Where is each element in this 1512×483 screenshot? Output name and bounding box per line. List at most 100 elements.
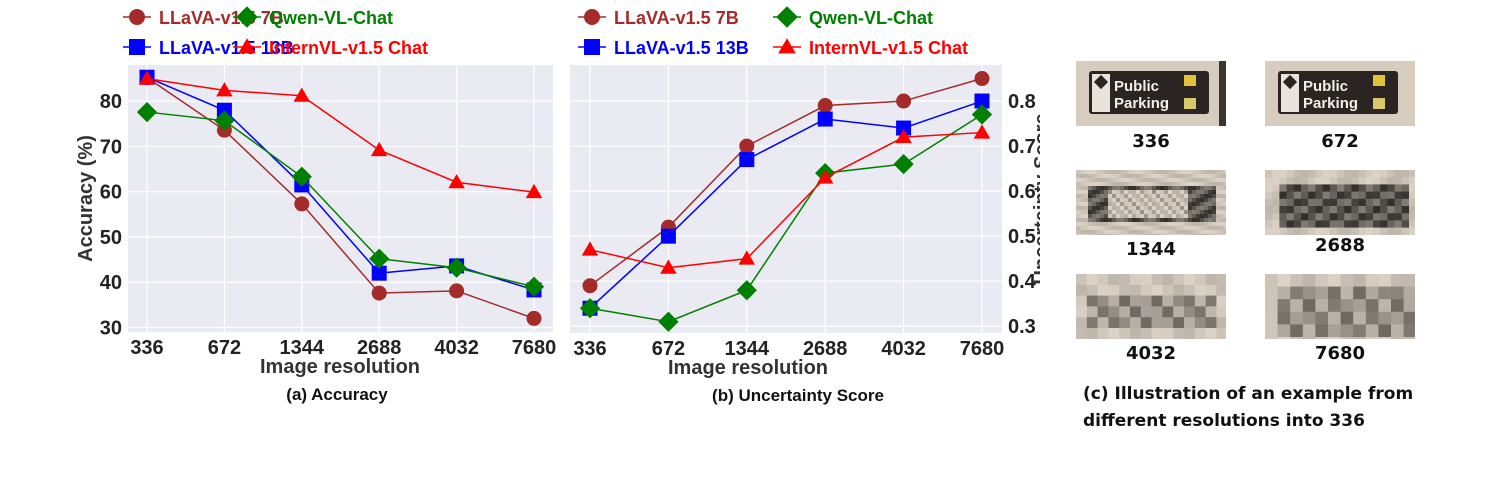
pixel-block — [1156, 218, 1161, 223]
pixel-block — [1176, 178, 1181, 183]
pixel-block — [1092, 202, 1097, 207]
pixel-block — [1196, 178, 1201, 183]
pixel-block — [1401, 198, 1410, 207]
series-qwen-vl-chat — [136, 101, 545, 297]
pixel-block — [1152, 178, 1157, 183]
pixel-block — [1196, 170, 1201, 175]
pixel-block — [1340, 286, 1354, 300]
pixel-block — [1168, 226, 1173, 231]
pixel-block — [1373, 177, 1381, 185]
pixel-block — [1387, 177, 1396, 185]
pixel-block — [1176, 222, 1181, 227]
data-point — [736, 280, 757, 301]
pixel-block — [1351, 170, 1360, 178]
pixel-block — [1308, 177, 1316, 185]
pixel-block — [1322, 170, 1331, 178]
subfigure-caption: (a) Accuracy — [286, 385, 388, 404]
legend-square-icon — [584, 39, 600, 55]
pixel-block — [1188, 230, 1193, 235]
pixel-block — [1136, 226, 1141, 231]
pixel-block — [1084, 174, 1089, 179]
pixel-block — [1337, 220, 1345, 229]
pixel-block — [1265, 227, 1273, 235]
pixel-block — [1144, 234, 1149, 235]
pixel-block — [1180, 230, 1185, 235]
pixel-block — [1194, 328, 1207, 339]
pixel-block — [1365, 191, 1374, 200]
legend-item: InternVL-v1.5 Chat — [233, 38, 428, 58]
pixel-block — [1409, 191, 1415, 200]
pixel-block — [1132, 230, 1137, 235]
pixel-block — [1076, 214, 1081, 219]
pixel-block — [1322, 227, 1331, 235]
pixel-block — [1365, 220, 1374, 229]
data-point — [738, 250, 756, 265]
pixel-block — [1080, 178, 1085, 183]
pixel-block — [1128, 178, 1133, 183]
y-tick-label: 0.4 — [1008, 271, 1037, 293]
pixel-block — [1328, 324, 1342, 338]
pixel-block — [1144, 214, 1149, 219]
data-point — [816, 169, 834, 184]
door-edge — [1219, 61, 1226, 126]
pixel-block — [1353, 299, 1367, 313]
pixel-block — [1365, 324, 1379, 338]
pixel-block — [1140, 202, 1145, 207]
pixel-block — [1080, 202, 1085, 207]
pixel-block — [1212, 174, 1217, 179]
pixel-block — [1180, 178, 1185, 183]
pixel-block — [1329, 213, 1338, 221]
pixel-block — [1120, 174, 1125, 179]
pixel-block — [1156, 206, 1161, 211]
pixel-block — [1100, 226, 1105, 231]
pixel-block — [1092, 174, 1097, 179]
pixel-block — [1373, 170, 1381, 178]
pixel-block — [1293, 191, 1302, 200]
pixel-block — [1120, 234, 1125, 235]
pixel-block — [1328, 286, 1342, 300]
pixel-block — [1128, 182, 1133, 187]
pixel-block — [1200, 202, 1205, 207]
pixel-block — [1315, 324, 1329, 338]
pixel-block — [1212, 194, 1217, 199]
pixel-block — [1100, 182, 1105, 187]
pixel-block — [1176, 206, 1181, 211]
pixel-block — [1204, 190, 1209, 195]
pixel-block — [1224, 182, 1226, 187]
pixel-block — [1140, 222, 1145, 227]
pixel-block — [1086, 328, 1099, 339]
pixel-block — [1152, 210, 1157, 215]
pixel-block — [1293, 170, 1302, 178]
pixel-block — [1092, 190, 1097, 195]
x-tick-label: 1344 — [725, 338, 770, 360]
pixel-block — [1394, 177, 1403, 185]
pixel-block — [1156, 202, 1161, 207]
pixel-block — [1216, 328, 1226, 339]
pixel-block — [1192, 186, 1197, 191]
pixel-block — [1394, 227, 1403, 235]
pixel-block — [1196, 226, 1201, 231]
pixel-block — [1387, 213, 1396, 221]
pixel-block — [1180, 202, 1185, 207]
pixel-block — [1076, 306, 1088, 318]
pixel-block — [1224, 210, 1226, 215]
pixel-block — [1220, 170, 1225, 175]
pixel-block — [1322, 198, 1331, 207]
pixel-block — [1409, 220, 1415, 229]
pixel-block — [1124, 214, 1129, 219]
pixel-block — [1265, 184, 1273, 193]
pixel-block — [1302, 299, 1316, 313]
pixel-block — [1380, 206, 1388, 214]
pixel-block — [1092, 218, 1097, 223]
pixel-block — [1140, 182, 1145, 187]
pixel-block — [1116, 206, 1121, 211]
pixel-block — [1205, 284, 1217, 297]
pixel-block — [1200, 210, 1205, 215]
pixel-block — [1096, 234, 1101, 235]
pixel-block — [1151, 284, 1163, 297]
pixel-block — [1088, 198, 1093, 203]
pixel-block — [1132, 190, 1137, 195]
pixel-block — [1315, 220, 1324, 229]
pixel-block — [1160, 186, 1165, 191]
pixel-block — [1194, 284, 1207, 297]
